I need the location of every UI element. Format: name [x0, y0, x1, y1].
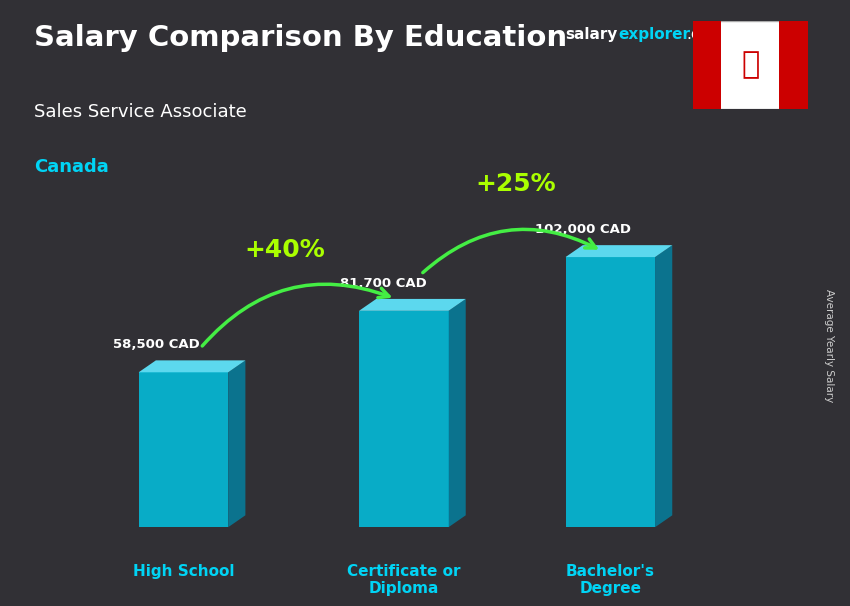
Text: 81,700 CAD: 81,700 CAD: [340, 276, 427, 290]
Text: Bachelor's
Degree: Bachelor's Degree: [566, 564, 654, 596]
Text: +25%: +25%: [475, 173, 556, 196]
Bar: [779, 21, 808, 109]
Polygon shape: [359, 299, 466, 311]
Polygon shape: [139, 361, 246, 372]
Text: explorer: explorer: [619, 27, 691, 42]
Polygon shape: [359, 311, 449, 527]
Text: Salary Comparison By Education: Salary Comparison By Education: [34, 24, 567, 52]
Polygon shape: [228, 361, 246, 527]
Text: Average Yearly Salary: Average Yearly Salary: [824, 289, 834, 402]
Text: 58,500 CAD: 58,500 CAD: [112, 338, 199, 351]
Polygon shape: [565, 245, 672, 257]
Polygon shape: [565, 257, 655, 527]
Polygon shape: [449, 299, 466, 527]
FancyArrowPatch shape: [422, 229, 596, 273]
Text: High School: High School: [133, 564, 235, 579]
Text: salary: salary: [565, 27, 618, 42]
Text: 🍁: 🍁: [741, 51, 759, 79]
Text: .com: .com: [687, 27, 724, 42]
Polygon shape: [655, 245, 672, 527]
Text: 102,000 CAD: 102,000 CAD: [535, 223, 631, 236]
FancyArrowPatch shape: [202, 284, 389, 346]
Text: Canada: Canada: [34, 158, 109, 176]
Bar: [693, 21, 722, 109]
Text: +40%: +40%: [245, 238, 326, 262]
Polygon shape: [139, 372, 228, 527]
Text: Sales Service Associate: Sales Service Associate: [34, 103, 246, 121]
Text: Certificate or
Diploma: Certificate or Diploma: [347, 564, 461, 596]
